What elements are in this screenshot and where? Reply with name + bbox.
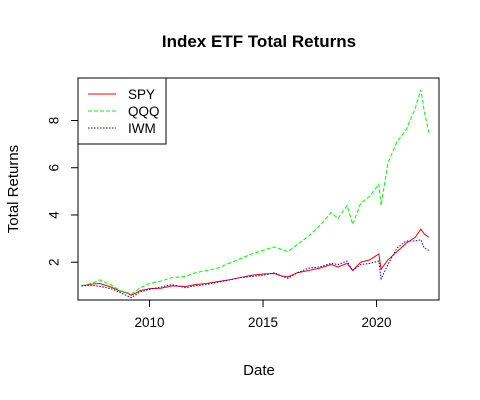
legend-label-spy: SPY (128, 87, 155, 102)
series-line-spy (81, 228, 430, 296)
x-axis-ticks: 2010 2015 2020 (134, 300, 392, 330)
x-tick-label: 2020 (362, 315, 392, 330)
x-tick-label: 2010 (134, 315, 164, 330)
x-tick-label: 2015 (248, 315, 278, 330)
chart-title: Index ETF Total Returns (162, 32, 356, 51)
series-layer (81, 89, 430, 299)
y-tick-label: 6 (47, 164, 62, 172)
y-axis-label: Total Returns (5, 145, 22, 233)
series-line-qqq (81, 89, 430, 295)
y-tick-label: 8 (47, 117, 62, 125)
y-axis-ticks: 2 4 6 8 (47, 117, 78, 266)
x-axis-label: Date (243, 362, 275, 379)
legend-label-iwm: IWM (128, 121, 156, 136)
legend: SPY QQQ IWM (77, 77, 167, 145)
legend-box (77, 77, 167, 145)
y-tick-label: 2 (47, 258, 62, 266)
series-line-iwm (81, 239, 430, 299)
legend-label-qqq: QQQ (128, 104, 160, 119)
y-tick-label: 4 (47, 211, 62, 219)
plot-frame (77, 77, 440, 301)
